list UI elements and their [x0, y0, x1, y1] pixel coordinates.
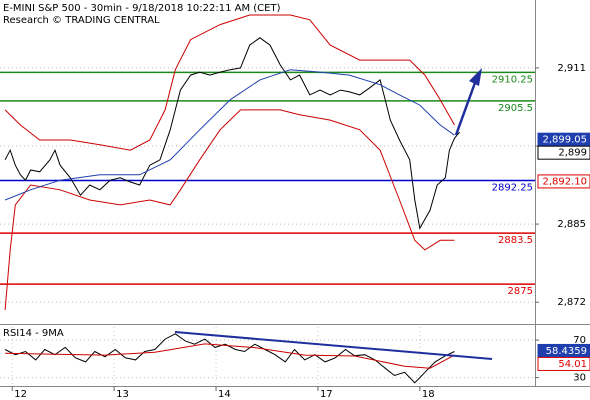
price-tag — [537, 174, 590, 189]
chart-title: E-MINI S&P 500 - 30min - 9/18/2018 10:22… — [3, 3, 281, 14]
x-tick-label: 17 — [320, 389, 333, 400]
level-label: 2910.25 — [492, 74, 533, 85]
x-tick-label: 12 — [14, 389, 27, 400]
series-line — [4, 69, 455, 201]
series-line — [4, 109, 455, 311]
price-tag-label: 2,892.10 — [542, 176, 587, 187]
level-label: 2905.5 — [498, 103, 533, 114]
price-tag-label: 58.4359 — [546, 346, 587, 357]
series-line — [4, 14, 455, 151]
series-line — [4, 37, 460, 230]
level-label: 2875 — [508, 286, 533, 297]
y-tick-label: 2,872 — [557, 297, 586, 308]
series-line — [4, 333, 455, 384]
x-tick-label: 13 — [116, 389, 129, 400]
series-line — [5, 343, 455, 369]
plot-layer: 2,8722,8852,8982,9112910.252905.52892.25… — [0, 14, 590, 400]
y-tick-label: 30 — [573, 373, 586, 384]
trend-arrow-head — [469, 68, 482, 86]
price-tag-label: 2,899 — [558, 148, 587, 159]
y-tick-label: 2,885 — [557, 219, 586, 230]
rsi-title: RSI14 - 9MA — [3, 328, 64, 339]
price-tag — [537, 145, 590, 160]
rsi-trend-line — [174, 331, 493, 360]
price-tag-label: 2,899.05 — [542, 135, 587, 146]
price-tag-label: 54.01 — [558, 359, 587, 370]
x-tick-label: 18 — [422, 389, 435, 400]
chart-subtitle: Research © TRADING CENTRAL — [3, 15, 160, 26]
level-label: 2883.5 — [498, 235, 533, 246]
x-tick-label: 14 — [218, 389, 231, 400]
price-tag — [537, 356, 590, 371]
y-tick-label: 2,911 — [557, 63, 586, 74]
trend-arrow — [454, 79, 478, 136]
level-label: 2892.25 — [492, 183, 533, 194]
y-tick-label: 70 — [573, 335, 586, 346]
